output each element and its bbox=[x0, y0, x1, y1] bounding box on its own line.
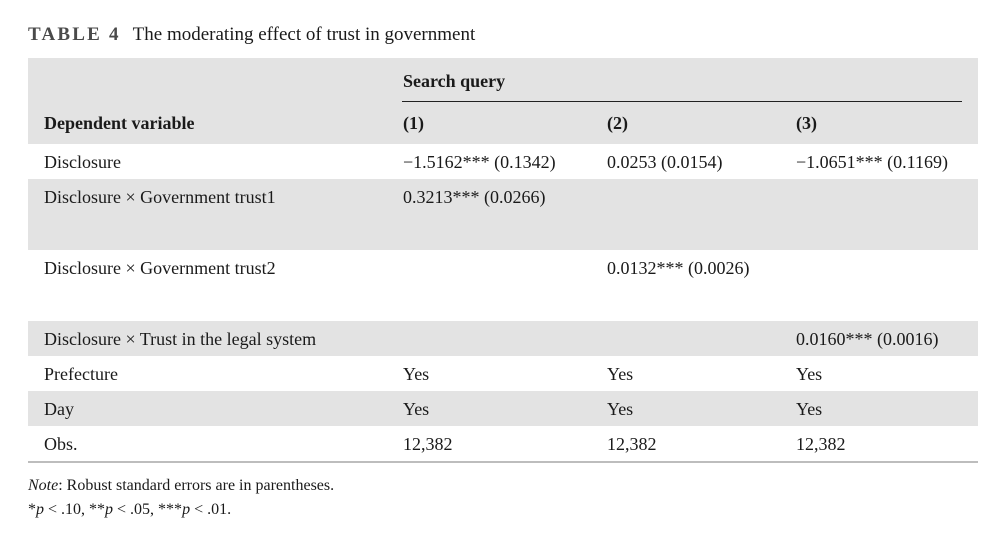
cell-value: −1.5162*** (0.1342) bbox=[403, 152, 556, 172]
table-bottom-rule bbox=[28, 461, 978, 463]
table-note: Note: Robust standard errors are in pare… bbox=[28, 476, 334, 496]
cell-value: −1.0651*** (0.1169) bbox=[796, 152, 948, 172]
table-caption: TABLE 4 The moderating effect of trust in… bbox=[28, 22, 475, 48]
cell-value: Yes bbox=[403, 399, 430, 419]
sig-text-2: < .05, *** bbox=[113, 501, 183, 518]
cell-value: 12,382 bbox=[403, 434, 453, 454]
column-header-3: (3) bbox=[796, 113, 817, 133]
column-header-2: (2) bbox=[607, 113, 628, 133]
note-label: Note bbox=[28, 477, 59, 494]
sig-text-1: < .10, ** bbox=[44, 501, 106, 518]
cell-value: Yes bbox=[796, 399, 823, 419]
cell-value: 12,382 bbox=[796, 434, 846, 454]
dependent-variable-header: Dependent variable bbox=[44, 113, 195, 133]
p-symbol: p bbox=[36, 501, 44, 518]
note-text: : Robust standard errors are in parenthe… bbox=[58, 477, 335, 494]
table-header-row: Dependent variable (1) (2) (3) bbox=[28, 104, 978, 144]
cell-value: Yes bbox=[607, 399, 634, 419]
sig-text-3: < .01. bbox=[190, 501, 232, 518]
results-table: Search query Dependent variable (1) (2) … bbox=[28, 58, 978, 463]
cell-value: Yes bbox=[607, 364, 634, 384]
table-row: Obs. 12,382 12,382 12,382 bbox=[28, 426, 978, 461]
search-query-header: Search query bbox=[403, 71, 506, 91]
table-row: Disclosure −1.5162*** (0.1342) 0.0253 (0… bbox=[28, 144, 978, 179]
row-label: Disclosure bbox=[44, 152, 121, 172]
cell-value: 0.0253 (0.0154) bbox=[607, 152, 723, 172]
cell-value: Yes bbox=[796, 364, 823, 384]
table-title: The moderating effect of trust in govern… bbox=[132, 24, 476, 45]
row-label: Disclosure × Trust in the legal system bbox=[44, 329, 317, 349]
p-symbol: p bbox=[105, 501, 114, 518]
table-row: Prefecture Yes Yes Yes bbox=[28, 356, 978, 391]
table-row: Day Yes Yes Yes bbox=[28, 391, 978, 426]
header-rule bbox=[402, 101, 962, 102]
row-label: Obs. bbox=[44, 434, 78, 454]
table-row: Disclosure × Trust in the legal system 0… bbox=[28, 321, 978, 356]
cell-value: 12,382 bbox=[607, 434, 657, 454]
row-label: Day bbox=[44, 399, 74, 419]
cell-value: 0.3213*** (0.0266) bbox=[403, 187, 546, 207]
p-symbol: p bbox=[182, 501, 191, 518]
significance-note: *p < .10, **p < .05, ***p < .01. bbox=[28, 500, 231, 520]
column-header-1: (1) bbox=[403, 113, 424, 133]
cell-value: 0.0132*** (0.0026) bbox=[607, 258, 750, 278]
row-label: Prefecture bbox=[44, 364, 118, 384]
cell-value: Yes bbox=[403, 364, 430, 384]
table-header-group-row: Search query bbox=[28, 58, 978, 104]
cell-value: 0.0160*** (0.0016) bbox=[796, 329, 939, 349]
table-row: Disclosure × Government trust1 0.3213***… bbox=[28, 179, 978, 250]
row-label: Disclosure × Government trust2 bbox=[44, 258, 276, 278]
sig-star: * bbox=[28, 501, 36, 518]
row-label: Disclosure × Government trust1 bbox=[44, 187, 276, 207]
table-number: TABLE 4 bbox=[28, 24, 121, 45]
table-row: Disclosure × Government trust2 0.0132***… bbox=[28, 250, 978, 321]
